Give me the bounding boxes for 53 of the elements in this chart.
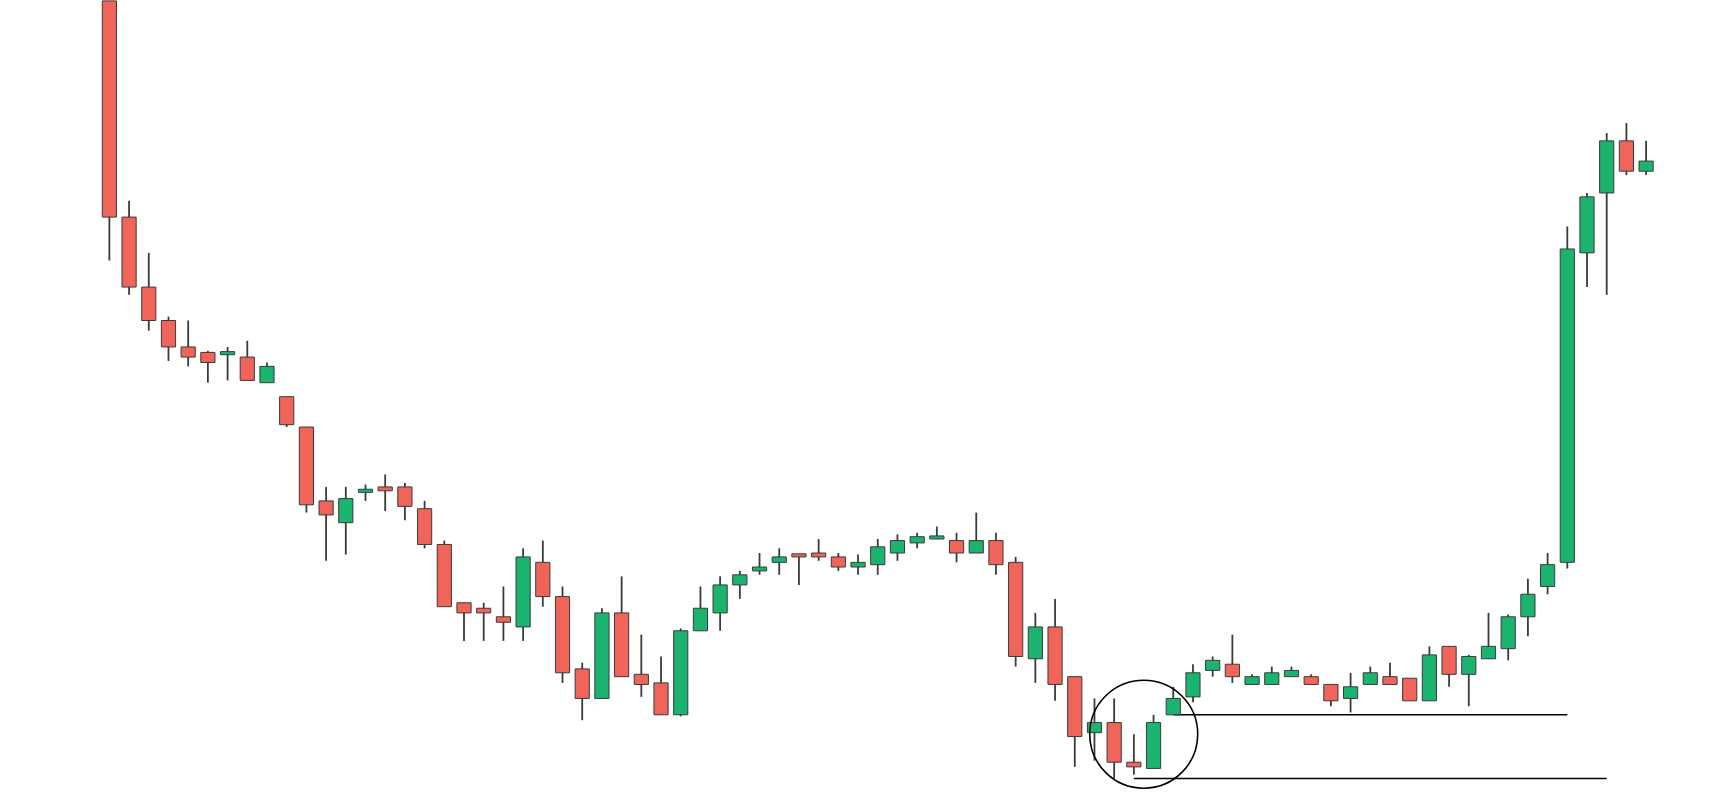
candlestick bbox=[968, 511, 984, 554]
candlestick bbox=[1540, 551, 1556, 595]
candlestick bbox=[1126, 732, 1142, 776]
candlestick bbox=[476, 601, 492, 642]
candlestick bbox=[1342, 671, 1359, 713]
candlestick bbox=[692, 585, 709, 632]
candlestick bbox=[535, 539, 551, 608]
candlestick bbox=[160, 315, 177, 362]
candlestick bbox=[239, 339, 255, 381]
candlestick bbox=[811, 537, 827, 562]
candlestick bbox=[417, 499, 433, 549]
candlestick bbox=[1106, 697, 1122, 780]
candlestick bbox=[1421, 645, 1437, 702]
candlestick bbox=[1224, 633, 1240, 684]
candlestick bbox=[377, 473, 393, 512]
candlestick bbox=[219, 345, 236, 381]
candlestick bbox=[279, 395, 295, 428]
candlestick bbox=[1480, 611, 1497, 660]
candlestick bbox=[732, 569, 748, 600]
candlestick bbox=[574, 661, 590, 721]
candlestick bbox=[791, 552, 807, 586]
candlestick bbox=[1638, 139, 1654, 176]
candlestick bbox=[1027, 611, 1043, 684]
candlestick bbox=[495, 585, 511, 642]
candlestick bbox=[1500, 613, 1516, 661]
candlestick bbox=[870, 537, 886, 576]
candlestick bbox=[712, 575, 728, 632]
candlestick bbox=[259, 361, 275, 384]
candlestick bbox=[1618, 121, 1634, 176]
candlestick bbox=[889, 533, 906, 562]
candlestick bbox=[1441, 645, 1457, 688]
candlestick bbox=[338, 485, 354, 556]
candlestick bbox=[1382, 661, 1398, 685]
candlestick bbox=[751, 551, 768, 576]
candlestick bbox=[1520, 577, 1536, 637]
candlestick bbox=[1323, 683, 1339, 707]
candlestick bbox=[180, 319, 196, 367]
candlestick bbox=[1145, 713, 1162, 769]
candlestick bbox=[771, 547, 787, 576]
candlestick bbox=[318, 485, 334, 562]
candlestick bbox=[1185, 662, 1201, 703]
candlestick bbox=[653, 655, 669, 716]
candlestick bbox=[397, 481, 413, 521]
candlestick bbox=[200, 349, 216, 384]
candlestick bbox=[1165, 685, 1181, 716]
candlestick bbox=[988, 531, 1004, 576]
candlestick bbox=[850, 553, 866, 576]
candlestick bbox=[948, 531, 965, 563]
candlestick bbox=[1205, 655, 1221, 678]
candlestick bbox=[141, 251, 157, 332]
candlestick bbox=[456, 601, 472, 642]
candlestick bbox=[1461, 653, 1477, 707]
candlestick bbox=[633, 633, 649, 698]
